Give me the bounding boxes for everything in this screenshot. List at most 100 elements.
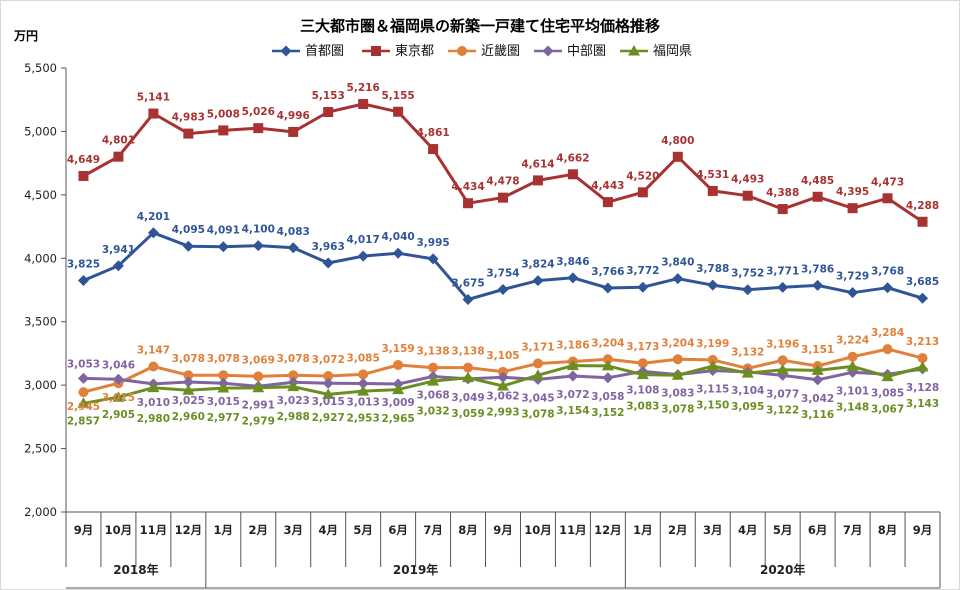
legend-item: 近畿圏 xyxy=(448,44,520,59)
data-point xyxy=(812,374,824,386)
data-label: 3,104 xyxy=(731,385,764,397)
data-label: 4,473 xyxy=(871,176,904,188)
data-point xyxy=(671,369,684,380)
data-point xyxy=(498,192,508,203)
data-point xyxy=(777,355,788,366)
data-label: 4,443 xyxy=(591,180,624,192)
data-point xyxy=(323,371,334,382)
data-point xyxy=(707,354,718,365)
data-point xyxy=(252,240,264,252)
data-point xyxy=(567,272,579,284)
data-point xyxy=(602,372,614,384)
data-label: 2,927 xyxy=(312,412,345,424)
data-label: 3,116 xyxy=(801,409,834,421)
data-label: 3,083 xyxy=(661,388,694,400)
data-point xyxy=(497,380,509,391)
data-label: 3,995 xyxy=(416,237,449,249)
legend-marker xyxy=(457,46,467,56)
data-point xyxy=(741,367,754,378)
data-label: 3,138 xyxy=(416,346,449,358)
data-point xyxy=(847,351,858,362)
data-label: 3,122 xyxy=(766,404,799,416)
y-tick-label: 3,500 xyxy=(24,315,57,329)
data-label: 3,152 xyxy=(591,407,624,419)
legend-label: 東京都 xyxy=(395,43,434,59)
data-label: 3,963 xyxy=(312,241,345,253)
x-tick-label: 9月 xyxy=(913,523,933,537)
data-point xyxy=(427,375,440,386)
data-label: 3,204 xyxy=(661,337,694,349)
y-tick-label: 2,500 xyxy=(24,442,57,456)
data-label: 3,132 xyxy=(731,346,764,358)
data-label: 4,520 xyxy=(626,170,659,182)
data-point xyxy=(148,108,159,119)
data-point xyxy=(882,282,894,294)
data-label: 3,754 xyxy=(486,267,519,279)
data-label: 3,032 xyxy=(416,406,449,418)
data-label: 2,953 xyxy=(347,412,380,424)
x-tick-label: 10月 xyxy=(524,523,552,537)
x-tick-label: 11月 xyxy=(559,523,587,537)
legend-item: 中部圏 xyxy=(534,44,606,59)
data-point xyxy=(916,361,929,372)
data-point xyxy=(393,359,404,370)
legend-item: 首都圏 xyxy=(272,44,344,59)
y-tick-label: 2,000 xyxy=(24,505,57,519)
legend-label: 首都圏 xyxy=(305,44,344,59)
data-label: 4,662 xyxy=(556,152,589,164)
data-label: 2,977 xyxy=(207,412,240,424)
data-point xyxy=(742,190,753,201)
data-point xyxy=(706,360,719,371)
data-label: 3,078 xyxy=(207,353,240,365)
data-label: 2,988 xyxy=(277,411,310,423)
data-point xyxy=(77,274,89,286)
data-label: 3,078 xyxy=(172,353,205,365)
data-point xyxy=(392,247,404,259)
data-point xyxy=(742,284,754,296)
data-label: 3,768 xyxy=(871,266,904,278)
data-label: 3,045 xyxy=(521,392,554,404)
x-tick-label: 9月 xyxy=(493,523,513,537)
data-point xyxy=(357,377,369,389)
data-label: 3,786 xyxy=(801,263,834,275)
series-5 xyxy=(77,359,929,408)
data-label: 3,148 xyxy=(836,401,869,413)
data-point xyxy=(672,151,683,162)
data-label: 4,434 xyxy=(451,181,484,193)
data-label: 4,395 xyxy=(836,186,869,198)
data-label: 5,008 xyxy=(207,108,240,120)
data-point xyxy=(147,381,160,393)
data-label: 3,053 xyxy=(67,358,100,370)
data-point xyxy=(323,107,334,118)
data-point xyxy=(322,388,335,399)
data-label: 4,040 xyxy=(382,231,415,243)
data-label: 3,147 xyxy=(137,344,170,356)
data-label: 4,201 xyxy=(137,211,170,223)
data-point xyxy=(322,377,334,389)
data-point xyxy=(252,381,265,393)
axes: 2,000 2,500 3,000 3,500 4,000 4,500 5,000 5,500… xyxy=(24,61,941,589)
data-label: 3,186 xyxy=(556,340,589,352)
x-tick-label: 3月 xyxy=(283,523,303,537)
data-label: 2,993 xyxy=(486,406,519,418)
data-label: 3,078 xyxy=(277,353,310,365)
data-label: 3,062 xyxy=(486,390,519,402)
data-label: 4,614 xyxy=(521,158,554,170)
data-label: 3,115 xyxy=(696,384,729,396)
x-tick-label: 1月 xyxy=(633,523,653,537)
data-point xyxy=(812,279,824,291)
data-label: 5,141 xyxy=(137,92,170,104)
data-label: 3,010 xyxy=(137,397,170,409)
data-label: 3,013 xyxy=(347,396,380,408)
data-label: 3,046 xyxy=(102,359,135,371)
data-label: 2,960 xyxy=(172,411,205,423)
data-label: 3,072 xyxy=(312,354,345,366)
data-point xyxy=(637,358,648,369)
data-label: 3,224 xyxy=(836,335,869,347)
data-label: 4,478 xyxy=(486,176,519,188)
data-point xyxy=(917,216,928,227)
data-label: 3,151 xyxy=(801,344,834,356)
data-point xyxy=(602,197,613,208)
data-point xyxy=(428,144,439,155)
data-point xyxy=(148,361,159,372)
